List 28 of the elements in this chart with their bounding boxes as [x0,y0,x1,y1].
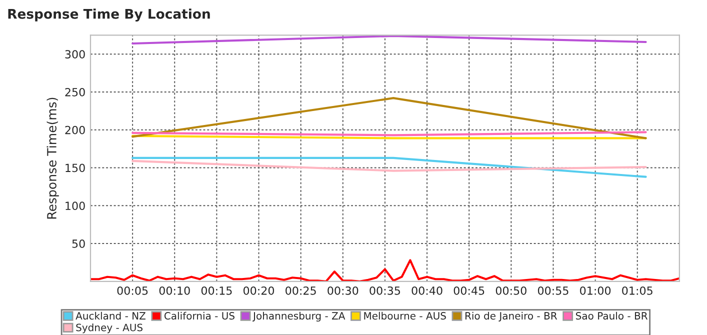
x-tick-label: 00:45 [454,286,484,295]
x-tick-label: 00:35 [370,286,400,295]
y-tick-label: 150 [66,164,85,172]
legend-label: Melbourne - AUS [364,312,446,320]
y-tick-label: 250 [65,88,85,96]
legend-label: Johannesburg - ZA [252,312,346,322]
x-tick-label: 00:50 [496,286,526,295]
legend-label: California - US [164,312,234,320]
legend-label: Sao Paulo - BR [576,312,648,320]
x-tick-label: 00:25 [286,286,316,295]
y-tick-label: 300 [65,50,85,58]
y-tick-label: 50 [72,239,85,248]
x-tick-label: 01:00 [580,286,611,295]
x-tick-label: 00:40 [412,286,442,295]
y-tick-label: 200 [65,126,85,134]
x-tick-label: 01:05 [622,286,652,295]
chart-title: Response Time By Location [8,8,210,22]
legend-label: Sydney - AUS [76,324,142,334]
legend-label: Rio de Janeiro - BR [465,312,558,322]
x-tick-label: 00:55 [538,286,568,295]
x-tick-label: 00:15 [201,286,232,295]
y-tick-label: 100 [66,202,85,210]
x-tick-label: 00:20 [243,286,274,295]
legend-label: Auckland - NZ [76,312,146,320]
x-tick-label: 00:30 [328,286,358,295]
x-tick-label: 00:10 [159,286,190,295]
x-tick-label: 00:05 [117,286,148,295]
y-axis-title: Response Time(ms) [46,98,59,219]
